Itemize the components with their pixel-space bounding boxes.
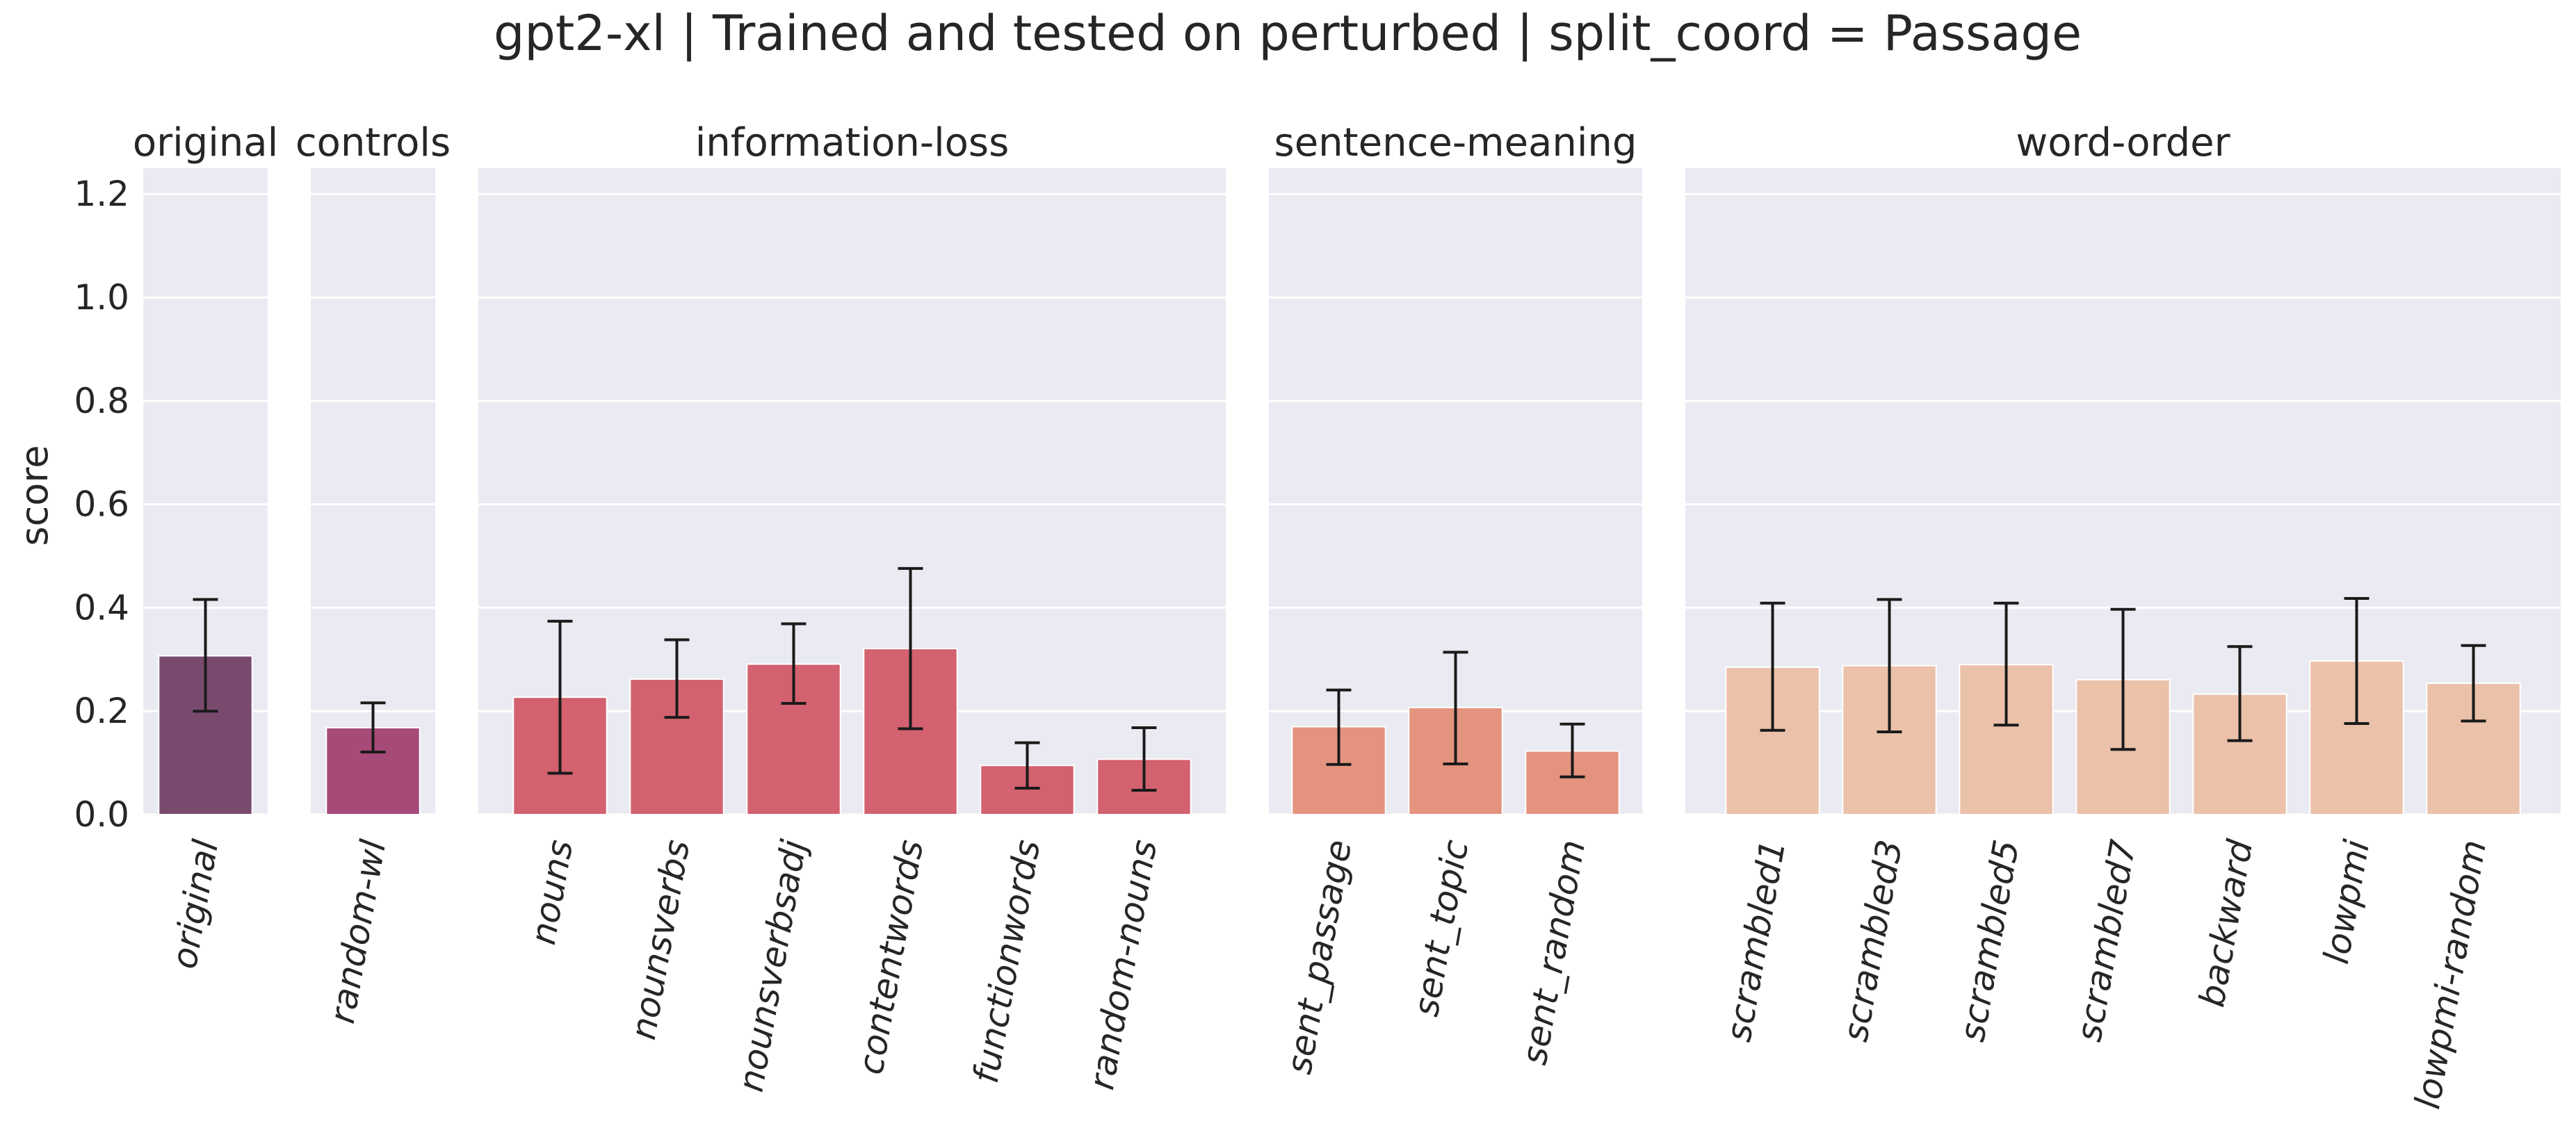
bar xyxy=(2192,693,2287,816)
x-tick-label: sent_random xyxy=(1514,837,1593,1068)
y-axis-label: score xyxy=(13,445,56,546)
x-tick-label: original xyxy=(164,837,227,972)
facet-panel: sentence-meaning sent_passage sent_topic se… xyxy=(1269,120,1642,1077)
x-tick-label: sent_passage xyxy=(1279,837,1359,1077)
facet-title: controls xyxy=(295,120,451,165)
y-tick-label: 1.2 xyxy=(74,174,129,214)
facet-panels: original original controls random-wl informa… xyxy=(133,120,2561,1112)
bar xyxy=(1291,726,1386,816)
facet-panel: information-loss nouns nounsverbs nounsverb… xyxy=(478,120,1226,1095)
y-tick-label: 0.6 xyxy=(74,484,129,525)
x-tick-label: scrambled3 xyxy=(1835,837,1910,1045)
chart-title: gpt2-xl | Trained and tested on perturbe… xyxy=(494,5,2082,62)
x-tick-label: random-wl xyxy=(322,837,394,1027)
x-tick-label: functionwords xyxy=(966,837,1048,1086)
x-tick-label: nounsverbsadj xyxy=(731,837,815,1095)
y-tick-label: 0.8 xyxy=(74,381,129,421)
x-tick-label: lowpmi xyxy=(2316,837,2377,967)
facet-panel: original original xyxy=(133,120,278,972)
y-tick-label: 0.0 xyxy=(74,794,129,835)
facet-title: word-order xyxy=(2016,120,2230,165)
x-tick-label: sent_topic xyxy=(1406,837,1477,1020)
x-tick-label: scrambled1 xyxy=(1718,837,1793,1045)
y-tick-label: 0.4 xyxy=(74,587,129,628)
x-tick-label: backward xyxy=(2192,837,2260,1010)
y-tick-label: 0.2 xyxy=(74,691,129,731)
y-tick-label: 1.0 xyxy=(74,277,129,318)
facet-title: sentence-meaning xyxy=(1274,120,1637,165)
x-tick-label: random-nouns xyxy=(1081,837,1165,1093)
x-tick-label: scrambled5 xyxy=(1952,837,2027,1045)
x-tick-label: scrambled7 xyxy=(2068,837,2144,1045)
y-axis-ticks: 0.0 0.2 0.4 0.6 0.8 1.0 1.2 xyxy=(74,174,129,835)
facet-title: original xyxy=(133,120,278,165)
x-tick-label: lowpmi-random xyxy=(2407,837,2494,1112)
x-tick-label: nounsverbs xyxy=(623,837,698,1043)
x-tick-label: nouns xyxy=(523,837,581,947)
x-tick-label: contentwords xyxy=(850,837,931,1077)
facet-panel: controls random-wl xyxy=(295,120,451,1027)
facet-title: information-loss xyxy=(695,120,1010,165)
facet-panel: word-order scrambled1 scrambled3 scrambled5… xyxy=(1685,120,2561,1112)
